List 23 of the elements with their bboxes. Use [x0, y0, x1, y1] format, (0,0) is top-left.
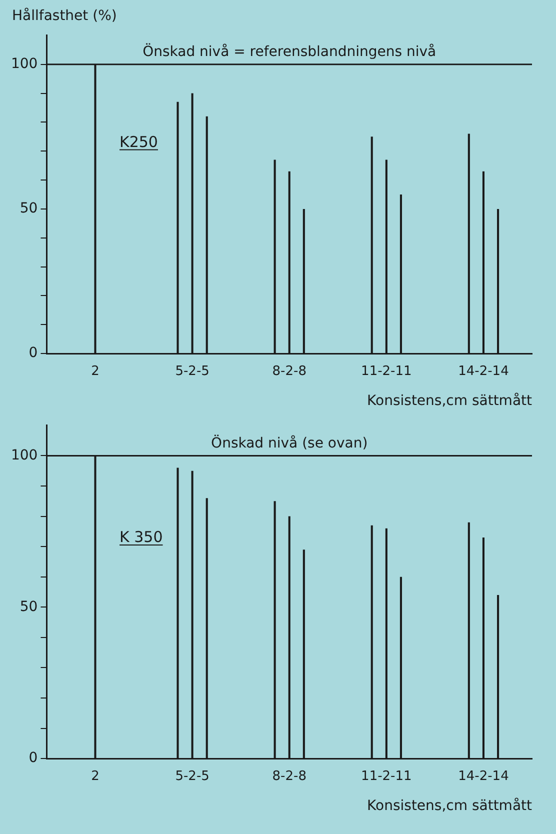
- y-tick-label: 100: [10, 447, 38, 464]
- x-tick-label: 2: [91, 768, 100, 784]
- y-axis-title: Hållfasthet (%): [11, 8, 118, 24]
- y-tick-label: 100: [10, 56, 38, 72]
- x-tick-label: 5-2-5: [175, 768, 210, 784]
- ref-line-label: Önskad nivå (se ovan): [211, 434, 368, 452]
- x-tick-label: 14-2-14: [458, 768, 509, 784]
- x-tick-label: 8-2-8: [272, 364, 306, 379]
- y-tick-label: 0: [28, 750, 38, 766]
- annotation: K 350: [120, 528, 163, 546]
- y-tick-label: 0: [28, 345, 38, 362]
- x-tick-label: 5-2-5: [175, 364, 210, 379]
- ref-line-label: Önskad nivå = referensblandningens nivå: [142, 42, 436, 60]
- x-tick-label: 14-2-14: [458, 364, 509, 379]
- x-axis-title: Konsistens,cm sättmått: [367, 797, 533, 814]
- y-tick-label: 50: [20, 200, 38, 217]
- x-tick-label: 11-2-11: [361, 768, 412, 784]
- x-tick-label: 11-2-11: [361, 364, 412, 379]
- x-axis-title: Konsistens,cm sättmått: [367, 392, 533, 410]
- y-tick-label: 50: [20, 598, 38, 615]
- annotation: K250: [120, 132, 158, 151]
- x-tick-label: 2: [91, 364, 100, 379]
- x-tick-label: 8-2-8: [272, 768, 306, 784]
